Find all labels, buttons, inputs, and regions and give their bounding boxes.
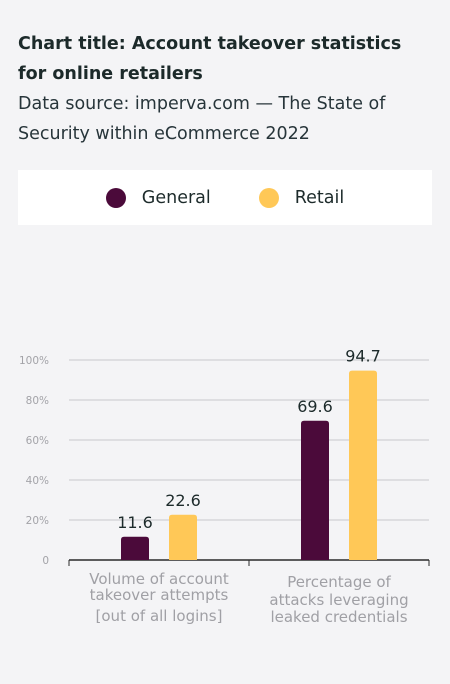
x-category-label: leaked credentials xyxy=(270,608,407,626)
x-category-label: takeover attempts xyxy=(90,586,229,604)
legend-label-general: General xyxy=(141,187,211,208)
legend-label-retail: Retail xyxy=(294,187,345,208)
chart-title: Chart title: Account takeover statistics… xyxy=(18,34,402,84)
x-category-label: attacks leveraging xyxy=(269,591,408,609)
legend-item-general: General xyxy=(105,187,211,208)
x-category-label: [out of all logins] xyxy=(96,607,223,625)
data-label: 94.7 xyxy=(345,347,381,366)
legend-item-retail: Retail xyxy=(258,187,345,208)
data-label: 22.6 xyxy=(165,491,201,510)
y-tick-label: 40% xyxy=(26,475,49,487)
y-tick-label: 80% xyxy=(26,395,49,407)
y-tick-label: 100% xyxy=(19,355,49,367)
x-category-label: Volume of account xyxy=(89,570,229,588)
data-label: 69.6 xyxy=(297,397,333,416)
legend-swatch-general xyxy=(105,187,126,208)
chart-source: Data source: imperva.com — The State of … xyxy=(18,94,386,144)
y-tick-label: 60% xyxy=(26,435,49,447)
y-tick-label: 0 xyxy=(42,555,49,567)
legend-swatch-retail xyxy=(258,187,279,208)
data-label: 11.6 xyxy=(117,513,153,532)
legend: General Retail xyxy=(18,170,432,225)
bar-general xyxy=(121,536,149,560)
bar-retail xyxy=(349,370,377,560)
bar-general xyxy=(301,420,329,560)
y-tick-label: 20% xyxy=(26,515,49,527)
x-category-label: Percentage of xyxy=(287,573,391,591)
bar-retail xyxy=(169,514,197,560)
